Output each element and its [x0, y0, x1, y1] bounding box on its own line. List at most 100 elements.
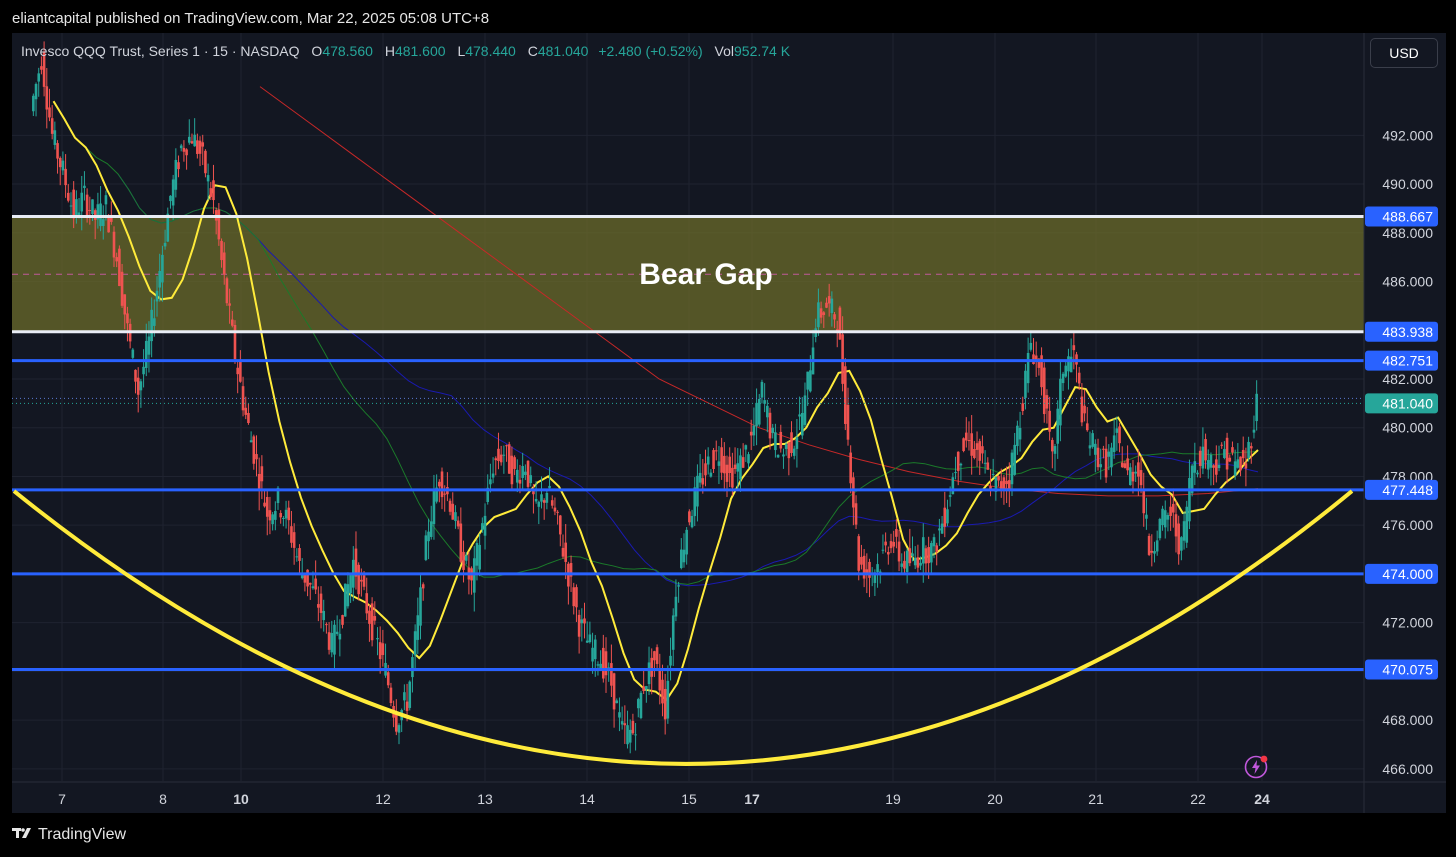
candle-body — [553, 507, 557, 512]
candle-body — [83, 185, 86, 189]
price-level-tag-label: 481.040 — [1382, 395, 1433, 411]
candle-body — [999, 481, 1003, 491]
candle-body — [448, 500, 452, 512]
candle-body — [529, 475, 533, 484]
candle-body — [661, 679, 664, 704]
candle-body — [561, 547, 565, 557]
candle-body — [193, 134, 196, 147]
candle-body — [669, 655, 672, 666]
candle-body — [308, 582, 312, 585]
candle-body — [1244, 463, 1248, 469]
candle-body — [873, 572, 877, 583]
candle-body — [631, 720, 635, 734]
price-tick-label: 488.000 — [1382, 225, 1433, 241]
candle-body — [34, 83, 38, 100]
price-level-tag — [1365, 321, 1438, 342]
candle-body — [475, 543, 479, 566]
candle-body — [1016, 425, 1019, 447]
candle-body — [556, 511, 559, 513]
candle-body — [787, 442, 791, 459]
candle-body — [792, 448, 796, 456]
candle-body — [300, 572, 304, 579]
candle-body — [182, 147, 186, 152]
ma-red-line — [259, 86, 1259, 497]
candle-body — [1252, 429, 1256, 433]
plot-layer: Bear Gap — [12, 33, 1364, 781]
candle-body — [99, 203, 102, 227]
candle-body — [101, 219, 105, 226]
low-label: L — [457, 43, 466, 59]
candle-body — [1045, 395, 1049, 409]
candle-body — [559, 515, 562, 535]
candle-body — [416, 615, 420, 640]
currency-button[interactable]: USD — [1370, 38, 1438, 68]
candle-body — [515, 469, 519, 483]
candle-body — [1118, 426, 1121, 444]
time-tick-label: 12 — [375, 791, 391, 807]
candle-body — [698, 472, 702, 483]
candle-body — [204, 150, 207, 174]
candle-body — [682, 549, 686, 563]
candle-body — [58, 157, 62, 168]
candle-body — [817, 302, 820, 328]
footer-brand[interactable]: TradingView — [12, 826, 126, 844]
open-label: O — [311, 43, 323, 59]
candle-body — [951, 477, 955, 495]
candle-body — [1123, 463, 1127, 469]
low-value: 478.440 — [465, 43, 516, 59]
candle-body — [1206, 460, 1210, 470]
candle-body — [1137, 462, 1140, 477]
candle-body — [655, 647, 659, 664]
lightning-alert-icon[interactable] — [1244, 755, 1268, 779]
candle-body — [48, 107, 51, 118]
candle-body — [171, 179, 175, 206]
candle-body — [991, 473, 995, 475]
candle-body — [349, 574, 352, 594]
candle-body — [370, 603, 374, 641]
candle-body — [50, 118, 54, 134]
candle-body — [424, 535, 428, 560]
candle-body — [411, 657, 414, 678]
price-level-tag — [1365, 350, 1438, 371]
candle-body — [131, 349, 135, 358]
candle-body — [169, 195, 172, 202]
candle-body — [1193, 461, 1197, 473]
time-tick-label: 24 — [1254, 791, 1270, 807]
candle-body — [464, 555, 468, 561]
price-axis[interactable] — [1364, 33, 1446, 813]
candle-body — [1134, 471, 1137, 474]
candle-body — [440, 471, 444, 498]
candle-body — [1042, 367, 1046, 415]
candle-body — [610, 663, 613, 686]
candle-body — [852, 477, 855, 508]
candle-body — [338, 633, 342, 640]
candle-body — [725, 464, 729, 482]
candle-body — [1024, 370, 1027, 398]
candle-body — [704, 463, 707, 476]
candle-body — [521, 466, 524, 478]
change-value: +2.480 (+0.52%) — [598, 43, 703, 59]
candle-body — [628, 729, 632, 743]
candle-body — [940, 523, 944, 534]
candle-body — [1239, 456, 1242, 471]
candle-body — [319, 593, 323, 613]
candle-body — [1139, 470, 1143, 486]
candle-body — [397, 725, 401, 733]
candle-body — [712, 450, 715, 470]
candle-body — [252, 436, 256, 464]
candle-body — [747, 454, 750, 464]
candle-body — [335, 631, 339, 634]
candle-body — [790, 432, 793, 453]
candle-body — [1059, 378, 1062, 426]
candle-body — [66, 192, 70, 201]
price-level-tag-label: 474.000 — [1382, 566, 1433, 582]
candle-body — [709, 472, 713, 477]
volume-value: 952.74 K — [734, 43, 791, 59]
candle-body — [645, 686, 648, 690]
chart-plot-area[interactable] — [12, 33, 1364, 813]
candle-body — [279, 513, 282, 518]
candle-body — [274, 510, 277, 520]
candle-body — [575, 587, 578, 608]
candle-body — [456, 520, 460, 527]
